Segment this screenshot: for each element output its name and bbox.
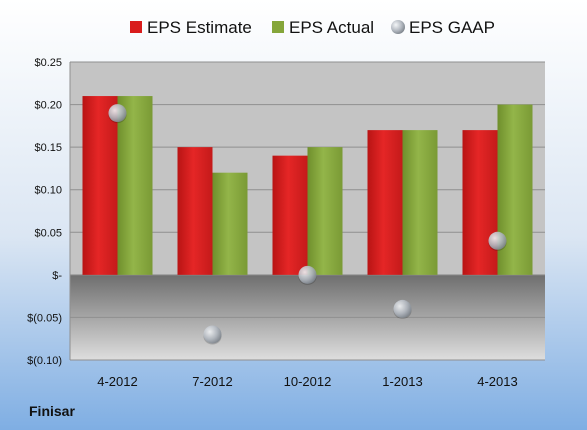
bar-eps-actual-10-2012 [307, 147, 343, 275]
gaap-points [108, 104, 507, 345]
y-tick-label: $0.10 [34, 185, 62, 197]
gaap-point-4-2012 [108, 104, 127, 123]
legend-label: EPS GAAP [409, 18, 495, 37]
y-tick-label: $(0.10) [27, 355, 62, 367]
legend-swatch-eps-gaap [391, 20, 405, 34]
y-tick-label: $0.05 [34, 227, 62, 239]
y-tick-label: $0.25 [34, 57, 62, 69]
bar-eps-estimate-7-2012 [177, 147, 213, 275]
gaap-point-1-2013 [393, 299, 412, 318]
y-tick-label: $0.15 [34, 142, 62, 154]
legend-swatch-eps-estimate [130, 21, 142, 33]
y-tick-label: $(0.05) [27, 312, 62, 324]
bars [82, 96, 533, 275]
legend-swatch-eps-actual [272, 21, 284, 33]
x-tick-label: 1-2013 [382, 374, 422, 389]
gaap-point-10-2012 [298, 265, 317, 284]
x-axis-ticks: 4-2012 7-2012 10-2012 1-2013 4-2013 [97, 374, 517, 389]
legend-label: EPS Estimate [147, 18, 252, 37]
legend-label: EPS Actual [289, 18, 374, 37]
gaap-point-7-2012 [203, 325, 222, 344]
x-tick-label: 4-2013 [477, 374, 517, 389]
x-tick-label: 4-2012 [97, 374, 137, 389]
bar-eps-estimate-4-2012 [82, 96, 118, 275]
company-label: Finisar [29, 403, 75, 419]
y-axis-ticks: $0.25 $0.20 $0.15 $0.10 $0.05 $- $(0.05) $(0.10… [27, 57, 62, 367]
x-tick-label: 10-2012 [284, 374, 332, 389]
y-tick-label: $0.20 [34, 100, 62, 112]
bar-eps-actual-4-2012 [117, 96, 153, 275]
y-tick-label: $- [52, 270, 62, 282]
bar-eps-estimate-1-2013 [367, 130, 403, 275]
bar-eps-actual-4-2013 [497, 104, 533, 275]
bar-eps-actual-1-2013 [402, 130, 438, 275]
legend: EPS Estimate EPS Actual EPS GAAP [130, 18, 495, 37]
bar-eps-actual-7-2012 [212, 172, 248, 275]
bar-eps-estimate-10-2012 [272, 155, 308, 275]
x-tick-label: 7-2012 [192, 374, 232, 389]
bar-eps-estimate-4-2013 [462, 130, 498, 275]
gaap-point-4-2013 [488, 231, 507, 250]
